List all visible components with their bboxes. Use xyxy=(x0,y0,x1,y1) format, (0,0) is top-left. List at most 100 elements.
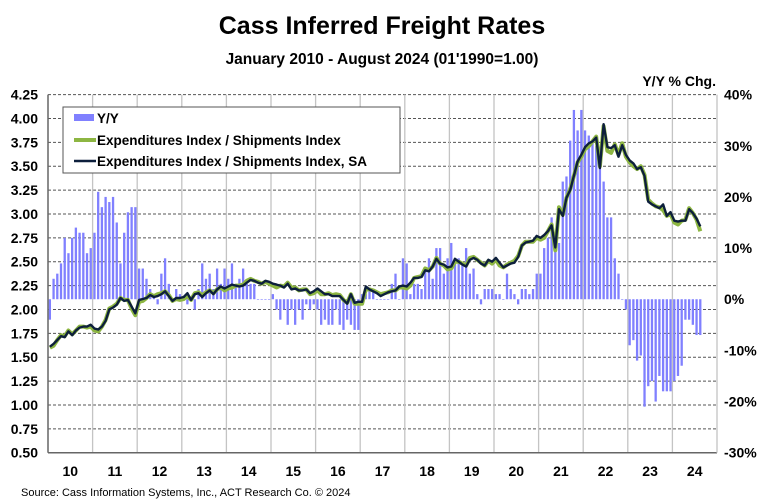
chart-title: Cass Inferred Freight Rates xyxy=(219,12,546,40)
yoy-bar xyxy=(624,299,628,310)
index-lines xyxy=(48,122,703,350)
yoy-bar xyxy=(517,299,520,305)
yoy-bar xyxy=(661,299,665,392)
yoy-bar xyxy=(602,181,605,300)
yoy-bar xyxy=(56,273,59,300)
yoy-bar xyxy=(401,258,405,300)
yoy-bar xyxy=(483,288,486,300)
yoy-bar xyxy=(513,294,516,300)
yoy-bar xyxy=(264,299,267,300)
yoy-bar xyxy=(546,237,550,300)
yoy-bar xyxy=(59,263,63,300)
x-axis-ticks: 10 11 12 13 14 15 16 17 18 19 20 21 22 23 24 xyxy=(63,463,703,479)
right-tick-label: 20% xyxy=(724,189,753,205)
yoy-bar xyxy=(208,273,211,300)
yoy-bar xyxy=(78,232,81,300)
yoy-bar xyxy=(346,299,349,320)
yoy-bar xyxy=(479,299,483,305)
yoy-bar xyxy=(223,268,226,300)
yoy-bar xyxy=(595,145,598,300)
x-tick-label: 11 xyxy=(107,463,122,479)
yoy-bar xyxy=(193,299,196,310)
left-tick-label: 1.00 xyxy=(11,397,38,413)
yoy-bar xyxy=(238,278,241,300)
yoy-bar xyxy=(383,299,386,300)
yoy-bar xyxy=(338,299,341,325)
yoy-bar xyxy=(647,299,650,387)
yoy-bar xyxy=(665,299,668,392)
yoy-bar xyxy=(97,191,100,300)
yoy-bar xyxy=(658,299,661,376)
yoy-bar xyxy=(464,248,468,300)
right-tick-label: 10% xyxy=(724,240,753,256)
yoy-bar xyxy=(639,299,642,356)
yoy-bar xyxy=(520,288,524,300)
left-tick-label: 3.00 xyxy=(11,206,38,222)
yoy-bar xyxy=(572,109,576,300)
yoy-bar xyxy=(450,242,453,300)
right-tick-label: -20% xyxy=(724,394,757,410)
chart-subtitle: January 2010 - August 2024 (01'1990=1.00… xyxy=(226,51,539,68)
yoy-bar xyxy=(111,196,115,300)
yoy-bar xyxy=(349,299,353,325)
yoy-bar xyxy=(394,273,397,300)
left-tick-label: 0.50 xyxy=(11,445,38,461)
right-axis-label: Y/Y % Chg. xyxy=(642,73,716,89)
yoy-bar xyxy=(67,253,70,300)
yoy-bar xyxy=(219,283,222,300)
yoy-bar xyxy=(691,299,694,325)
legend: Y/Y Expenditures Index / Shipments Index… xyxy=(62,106,401,174)
right-tick-label: -30% xyxy=(724,445,757,461)
yoy-bar xyxy=(386,299,390,300)
yoy-bar xyxy=(71,237,74,300)
yoy-bar xyxy=(145,278,148,300)
yoy-bar xyxy=(279,299,282,320)
yoy-bar xyxy=(342,299,345,330)
yoy-bar xyxy=(476,294,479,300)
left-tick-label: 1.75 xyxy=(11,325,38,341)
yoy-bar xyxy=(320,299,323,325)
yoy-bar xyxy=(204,278,208,300)
yoy-bar xyxy=(405,263,408,300)
right-tick-label: 30% xyxy=(724,138,753,154)
yoy-bar xyxy=(613,258,616,300)
left-tick-label: 3.25 xyxy=(11,182,38,198)
yoy-bar xyxy=(565,176,568,300)
yoy-bar xyxy=(412,283,416,300)
yoy-bar xyxy=(115,222,118,300)
yoy-bar xyxy=(353,299,356,330)
yoy-bar xyxy=(271,294,275,300)
yoy-bar xyxy=(108,202,111,300)
yoy-bar xyxy=(431,278,434,300)
yoy-bar xyxy=(539,273,542,300)
yoy-bar xyxy=(134,207,137,300)
x-tick-label: 24 xyxy=(687,463,703,479)
yoy-bar xyxy=(375,299,379,300)
yoy-bar xyxy=(557,242,561,300)
sa-index-line xyxy=(49,122,702,348)
yoy-bar xyxy=(524,288,527,300)
yoy-bar xyxy=(186,299,189,305)
yoy-bar xyxy=(468,273,471,300)
yoy-bar xyxy=(576,130,579,300)
yoy-bar xyxy=(156,299,159,305)
yoy-bar xyxy=(442,273,445,300)
left-tick-label: 1.25 xyxy=(11,373,38,389)
yoy-bar xyxy=(543,248,546,300)
yoy-bar xyxy=(420,288,423,300)
yoy-bar xyxy=(245,283,248,300)
left-tick-label: 2.00 xyxy=(11,301,38,317)
x-tick-label: 19 xyxy=(464,463,480,479)
yoy-bar xyxy=(435,248,438,300)
yoy-bar xyxy=(141,268,144,300)
yoy-bar xyxy=(301,299,304,320)
yoy-bar xyxy=(587,135,590,300)
yoy-bar xyxy=(52,278,55,300)
x-tick-label: 13 xyxy=(196,463,212,479)
yoy-bar xyxy=(676,299,680,376)
yoy-bar xyxy=(505,273,509,300)
yoy-bar xyxy=(297,299,301,310)
yoy-bar xyxy=(267,299,271,300)
right-axis-ticks: 40% 30% 20% 10% 0% -10% -20% -30% xyxy=(724,87,757,461)
yoy-bar xyxy=(654,299,657,402)
